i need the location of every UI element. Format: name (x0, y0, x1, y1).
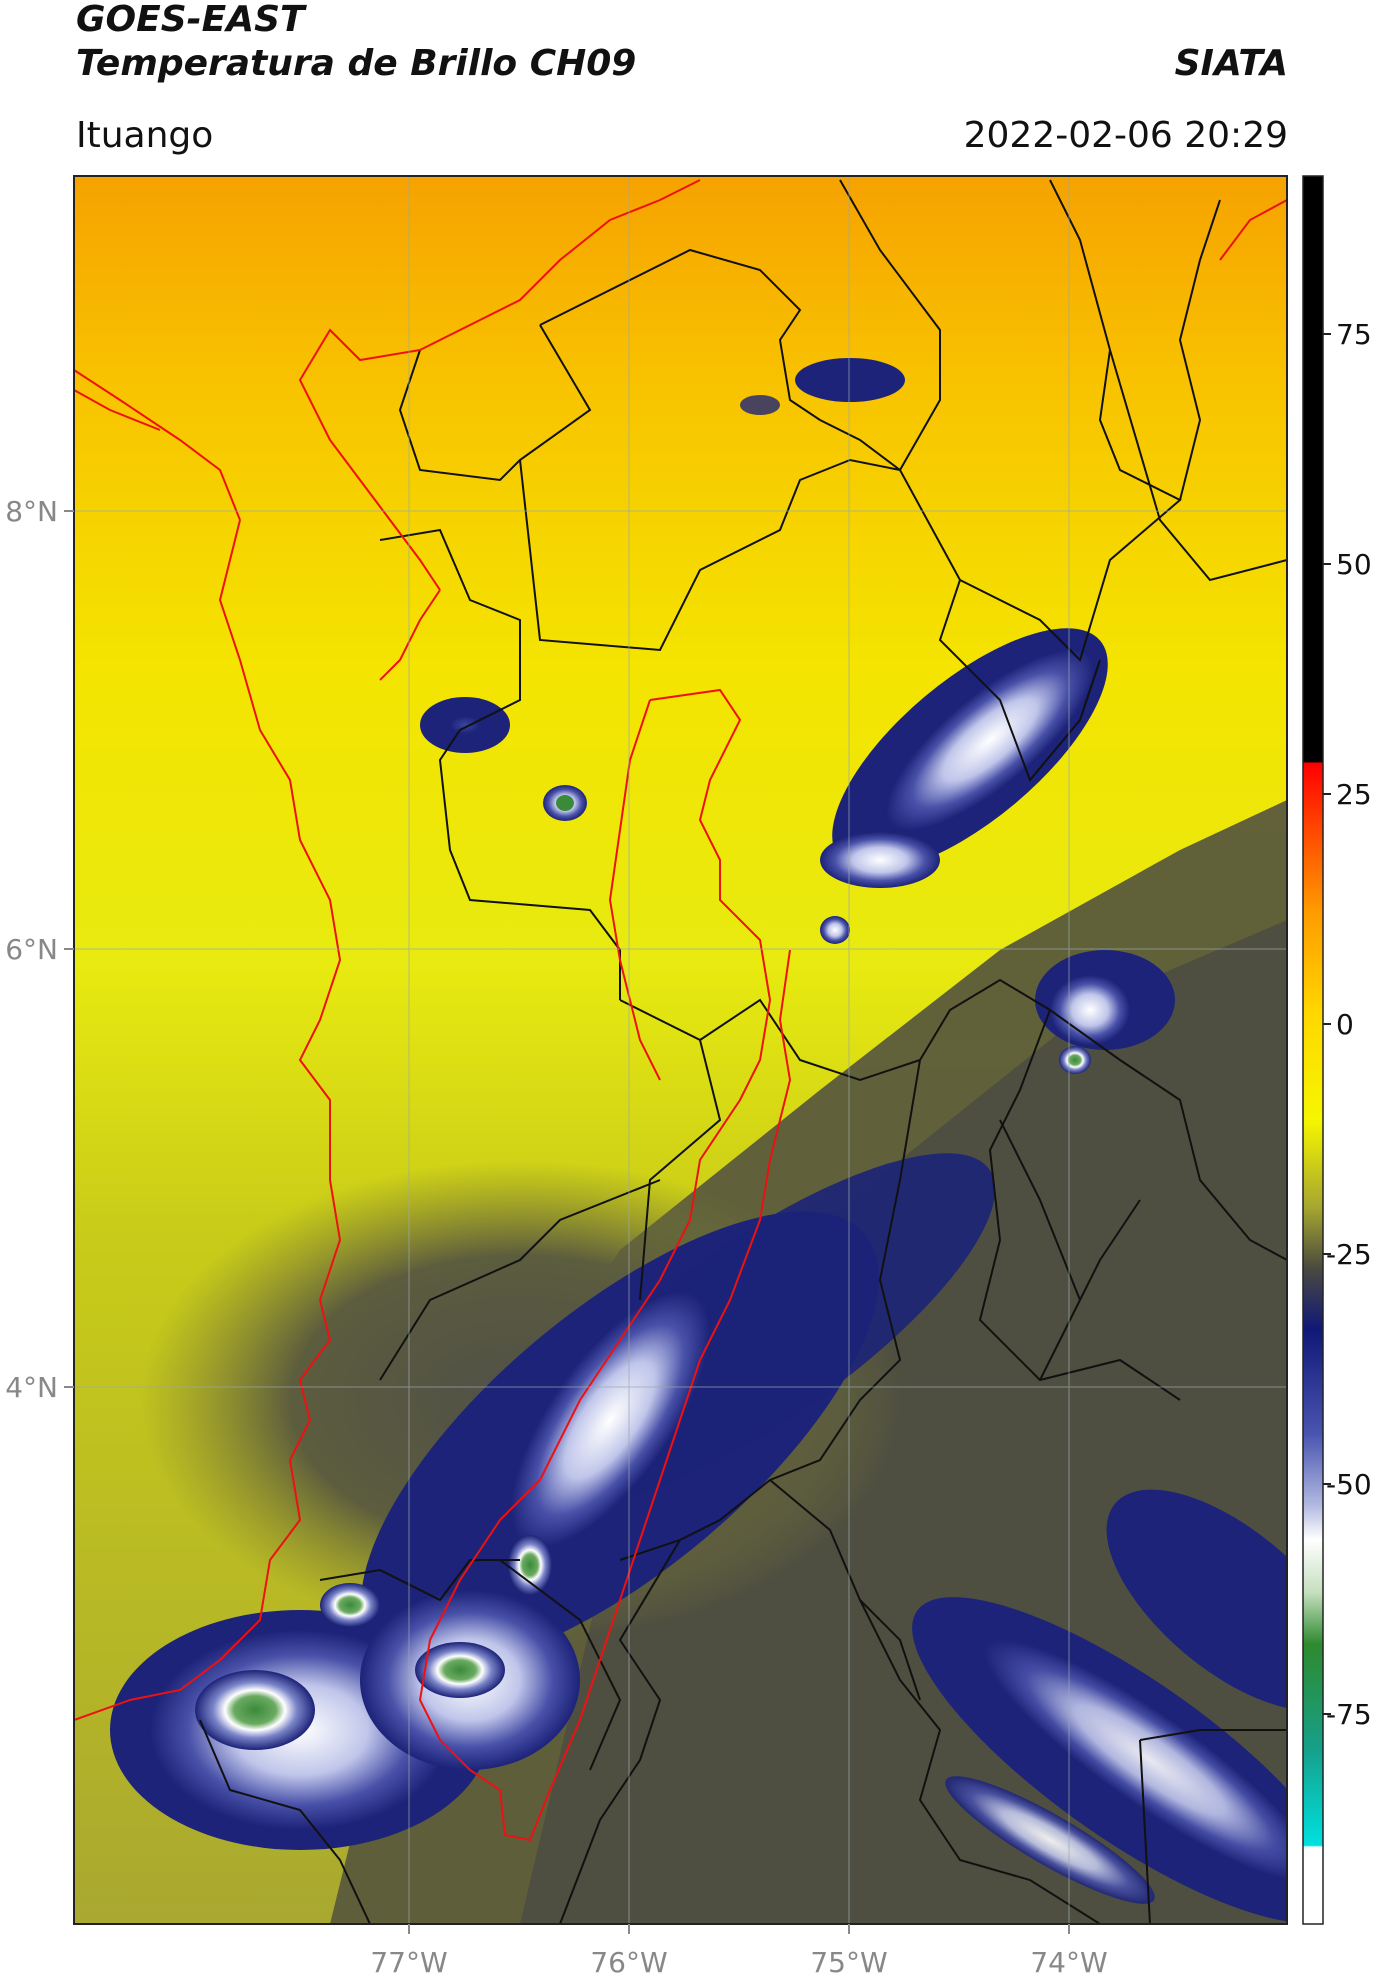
colorbar-tick-50: 50 (1336, 548, 1372, 581)
map-frame (73, 175, 1288, 1925)
timestamp-label: 2022-02-06 20:29 (963, 115, 1288, 156)
location-label: Ituango (76, 115, 214, 156)
axis-ticks (64, 510, 1070, 1934)
lat-tick-8n: 8°N (5, 495, 58, 528)
colorbar-tick-m25: -25 (1326, 1238, 1372, 1271)
admin-borders (199, 179, 1287, 1924)
lon-tick-74w: 74°W (1030, 1946, 1107, 1979)
lon-tick-76w: 76°W (590, 1946, 667, 1979)
lat-tick-4n: 4°N (5, 1371, 58, 1404)
graticule (74, 176, 1287, 1924)
colorbar-tick-75: 75 (1336, 318, 1372, 351)
country-borders (74, 179, 1287, 1842)
lon-tick-75w: 75°W (810, 1946, 887, 1979)
title-satellite: GOES-EAST (76, 0, 305, 40)
map-panel (74, 176, 1287, 1924)
colorbar-tick-25: 25 (1336, 778, 1372, 811)
lat-tick-6n: 6°N (5, 933, 58, 966)
brand-label: SIATA (1174, 43, 1288, 84)
colorbar: 75 50 25 0 -25 -50 -75 (1302, 175, 1372, 1925)
colorbar-tick-m50: -50 (1326, 1468, 1372, 1501)
lon-tick-77w: 77°W (370, 1946, 447, 1979)
colorbar-tick-m75: -75 (1326, 1698, 1372, 1731)
colorbar-tick-0: 0 (1336, 1008, 1354, 1041)
title-product: Temperatura de Brillo CH09 (76, 43, 637, 84)
